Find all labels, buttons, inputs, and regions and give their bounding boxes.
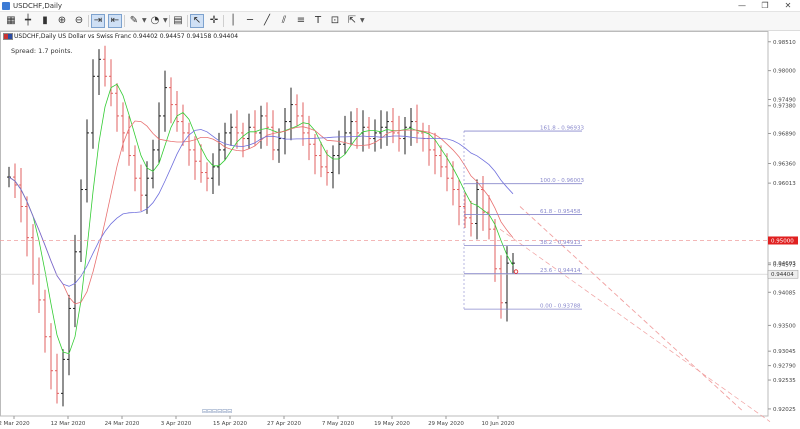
chart-toolbar: ▦ ┿ ▮ ⊕ ⊖ ⇥ ⇤ ✎ ▼ ◔ ▼ ▤ ↖ ✛ │ ─ ╱ ⫽ ≡ T … [0, 12, 800, 31]
chart-header: USDCHF,Daily US Dollar vs Swiss Franc 0.… [14, 33, 239, 40]
toolbar-divider [124, 15, 125, 27]
fibonacci-level-label: 100.0 - 0.96003 [540, 178, 584, 184]
price-tick-label: 0.98510 [773, 40, 796, 46]
current-price-label: 0.95000 [771, 238, 794, 244]
price-tick-label: 0.94085 [773, 290, 796, 296]
periods-icon[interactable]: ◔ [150, 15, 160, 26]
date-tick-label: 24 Mar 2020 [105, 421, 140, 427]
date-tick-label: 7 May 2020 [322, 421, 355, 427]
date-tick-label: 10 Jun 2020 [481, 421, 515, 427]
arrows-icon[interactable]: ⇱ [347, 15, 357, 26]
trendline-icon[interactable]: ╱ [263, 15, 271, 26]
price-tick-label: 0.96360 [773, 161, 796, 167]
chevron-down-icon[interactable]: ▼ [142, 17, 147, 24]
fibonacci-icon[interactable]: ≡ [296, 15, 306, 26]
maximize-button[interactable]: ❐ [761, 1, 769, 10]
trendline-upper [519, 206, 743, 411]
price-tick-label: 0.93045 [773, 349, 796, 355]
price-tick-label: 0.96013 [773, 181, 796, 187]
last-price-label: 0.94404 [771, 272, 794, 278]
title-bar: USDCHF,Daily — ❐ ✕ [0, 0, 800, 12]
price-tick-label: 0.92535 [773, 378, 796, 384]
last-price-tag [767, 269, 799, 279]
price-tick-label: 0.93500 [773, 323, 796, 329]
crosshair-icon[interactable]: ✛ [209, 15, 219, 26]
date-tick-label: 15 Apr 2020 [213, 421, 248, 427]
chart-shift-icon[interactable]: ⇥ [91, 14, 105, 28]
equidistant-channel-icon[interactable]: ⫽ [281, 15, 287, 26]
indicators-icon[interactable]: ✎ [129, 15, 139, 26]
trendline-lower [499, 228, 771, 422]
zoom-in-icon[interactable]: ⊕ [57, 15, 67, 26]
chart-window-icon [2, 2, 10, 10]
fibonacci-level-label: 23.6 - 0.94414 [540, 268, 581, 274]
toolbar-divider [187, 15, 188, 27]
chevron-down-icon[interactable]: ▼ [360, 17, 365, 24]
price-tick-label: 0.98000 [773, 69, 796, 75]
scroll-position-marker: ⊟⊟⊟⊟⊟⊟ [202, 408, 232, 415]
horizontal-line-icon[interactable]: ─ [246, 15, 254, 26]
price-tick-label: 0.94603 [773, 261, 796, 267]
minimize-button[interactable]: — [738, 1, 746, 10]
toolbar-divider [223, 15, 224, 27]
bar-chart-icon[interactable]: ┿ [24, 15, 32, 26]
spread-label: Spread: 1.7 points. [11, 47, 73, 55]
price-chart[interactable]: 0.98510 0.98000 0.97490 0.97380 0.96890 0.963… [0, 31, 800, 429]
date-tick-label: 27 Apr 2020 [267, 421, 302, 427]
price-tick-label: 0.92790 [773, 364, 796, 370]
candlestick-icon[interactable]: ▮ [42, 15, 48, 26]
price-tick-label: 0.97490 [773, 98, 796, 104]
price-tick-label: 0.94573 [773, 263, 796, 269]
date-tick-label: 29 May 2020 [428, 421, 464, 427]
text-icon[interactable]: T [314, 15, 322, 26]
zoom-out-icon[interactable]: ⊖ [74, 15, 84, 26]
cursor-icon[interactable]: ↖ [190, 14, 204, 28]
vertical-line-icon[interactable]: │ [229, 15, 237, 26]
moving-average-slow [8, 129, 514, 287]
moving-average-mid [8, 120, 514, 305]
auto-scroll-icon[interactable]: ⇤ [108, 14, 122, 28]
toolbar-divider [169, 15, 170, 27]
price-tick-label: 0.96890 [773, 131, 796, 137]
symbol-flag-icon [3, 33, 13, 40]
fibonacci-level-label: 161.8 - 0.96933 [540, 126, 584, 132]
new-chart-icon[interactable]: ▦ [6, 15, 16, 26]
window-title: USDCHF,Daily [13, 2, 63, 10]
moving-average-fast [8, 83, 514, 355]
price-tick-label: 0.92025 [773, 407, 796, 413]
date-tick-label: 2 Mar 2020 [0, 421, 30, 427]
templates-icon[interactable]: ▤ [173, 15, 183, 26]
chart-marker-icon [513, 269, 519, 274]
date-tick-label: 12 Mar 2020 [51, 421, 86, 427]
text-label-icon[interactable]: ⊡ [330, 15, 340, 26]
date-tick-label: 3 Apr 2020 [161, 421, 192, 427]
toolbar-divider [88, 15, 89, 27]
fibonacci-level-label: 0.00 - 0.93788 [540, 304, 581, 310]
date-tick-label: 19 May 2020 [374, 421, 410, 427]
price-tick-label: 0.97380 [773, 104, 796, 110]
close-button[interactable]: ✕ [784, 1, 792, 10]
chevron-down-icon[interactable]: ▼ [163, 17, 168, 24]
current-price-tag [768, 236, 798, 245]
chart-frame [0, 31, 769, 417]
fibonacci-level-label: 61.8 - 0.95458 [540, 209, 581, 215]
fibonacci-level-label: 38.2 - 0.94913 [540, 240, 581, 246]
